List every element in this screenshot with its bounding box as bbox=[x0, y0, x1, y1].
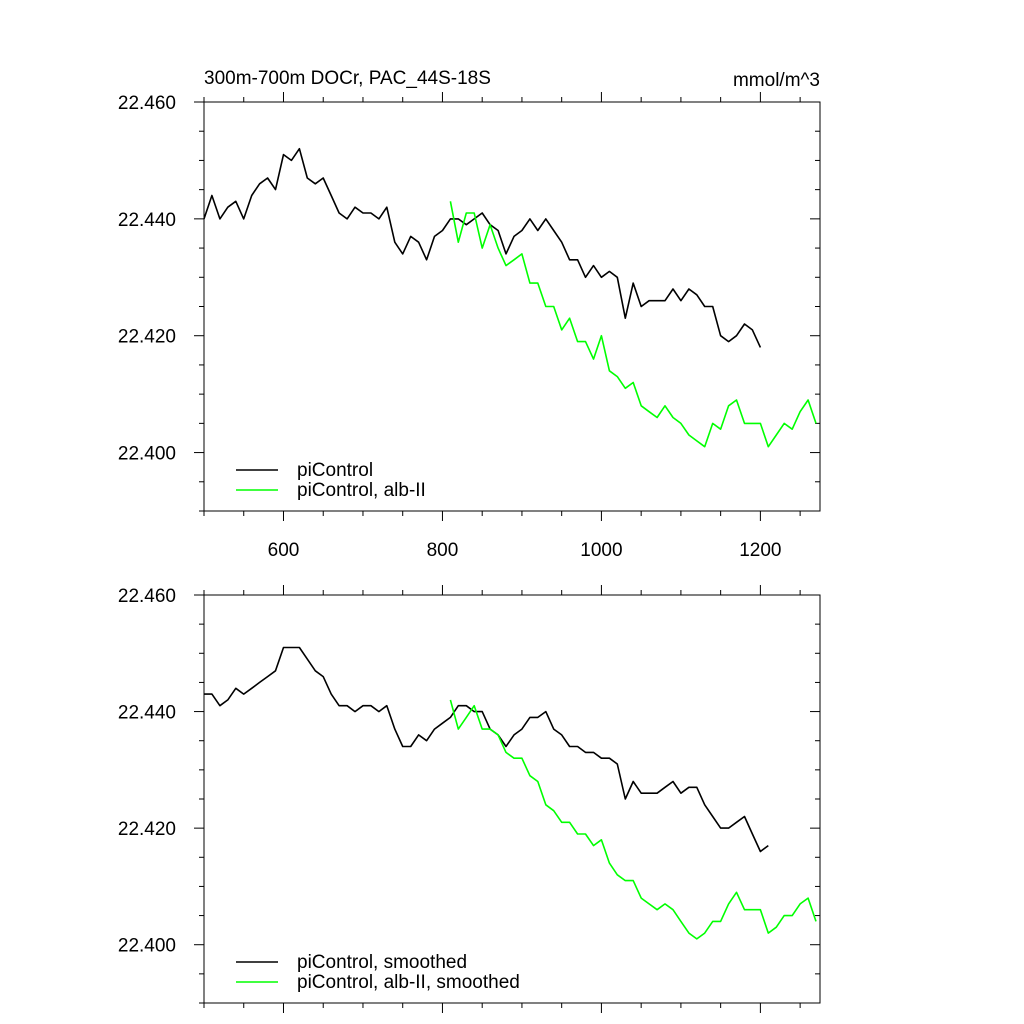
figure-title: 300m-700m DOCr, PAC_44S-18S bbox=[204, 68, 491, 89]
top-x-tick-label: 1200 bbox=[739, 540, 781, 561]
bottom-y-tick-label: 22.460 bbox=[118, 586, 176, 607]
top-y-tick-label: 22.440 bbox=[118, 210, 176, 231]
bottom-y-tick-label: 22.420 bbox=[118, 819, 176, 840]
top-x-tick-label: 800 bbox=[427, 540, 459, 561]
bottom-panel: 22.400 22.420 22.440 22.460 piControl, smoot… bbox=[118, 585, 821, 1013]
units-label: mmol/m^3 bbox=[733, 70, 820, 91]
top-legend-label: piControl, alb-II bbox=[297, 480, 426, 501]
top-y-tick-label: 22.460 bbox=[118, 93, 176, 114]
bottom-legend-label: piControl, smoothed bbox=[297, 952, 467, 973]
top-series-alb-ii-line bbox=[449, 201, 817, 448]
top-panel: 600 800 1000 1200 22.400 22.420 22.440 22.460 pi… bbox=[118, 92, 821, 561]
top-x-tick-label: 1000 bbox=[580, 540, 622, 561]
top-x-tick-label: 600 bbox=[268, 540, 300, 561]
top-y-tick-label: 22.400 bbox=[118, 444, 176, 465]
bottom-series-alb-ii-line bbox=[449, 699, 817, 940]
bottom-series-picontrol-line bbox=[204, 646, 769, 853]
bottom-y-tick-label: 22.440 bbox=[118, 703, 176, 724]
top-series-picontrol-line bbox=[203, 147, 762, 348]
top-y-tick-label: 22.420 bbox=[118, 327, 176, 348]
bottom-y-tick-label: 22.400 bbox=[118, 936, 176, 957]
top-legend-label: piControl bbox=[297, 460, 373, 481]
bottom-legend-label: piControl, alb-II, smoothed bbox=[297, 972, 520, 993]
